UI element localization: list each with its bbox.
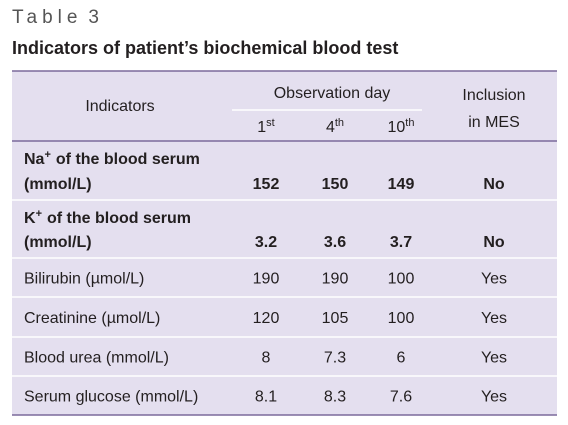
number: 3 <box>88 7 104 28</box>
cell-value: 7.6 <box>390 389 412 406</box>
row-label: Na+ of the blood serum <box>24 149 200 168</box>
cell-value: 6 <box>397 350 406 367</box>
label-main: Na <box>24 151 45 168</box>
cell-value: 3.7 <box>390 234 412 251</box>
day-header: 4th <box>326 117 344 136</box>
cell-inclusion: Yes <box>481 310 507 327</box>
day-header: 1st <box>257 117 274 136</box>
cell-value: 150 <box>322 176 349 193</box>
row-label: Serum glucose (mmol/L) <box>24 389 198 406</box>
cell-value: 152 <box>253 176 280 193</box>
col-header: Indicators <box>85 98 154 115</box>
cell-value: 190 <box>253 271 280 288</box>
label-rest: of the blood serum <box>56 151 200 168</box>
cell-value: 8 <box>262 350 271 367</box>
cell-inclusion: No <box>483 234 505 251</box>
cell-value: 7.3 <box>324 350 346 367</box>
row-label: K+ of the blood serum <box>24 208 191 227</box>
cell-value: 3.2 <box>255 234 277 251</box>
day-number: 10 <box>388 119 406 136</box>
label-rest: of the blood serum <box>47 210 191 227</box>
day-suffix: th <box>335 117 344 129</box>
cell-value: 149 <box>388 176 415 193</box>
row-label: Bilirubin (µmol/L) <box>24 271 144 288</box>
table-label: Table 3 <box>12 7 104 28</box>
cell-inclusion: Yes <box>481 350 507 367</box>
row-unit: (mmol/L) <box>24 234 92 251</box>
day-header: 10th <box>388 117 415 136</box>
day-headers: 1st 4th 10th <box>257 117 414 136</box>
row-unit: (mmol/L) <box>24 176 92 193</box>
day-suffix: th <box>405 117 414 129</box>
label: Table <box>12 7 82 28</box>
label-sup: + <box>36 208 42 220</box>
cell-value: 100 <box>388 271 415 288</box>
row-label: Creatinine (µmol/L) <box>24 310 160 327</box>
col-header: Observation day <box>274 85 391 102</box>
table-body: Na+ of the blood serum(mmol/L) 152 150 149 No… <box>12 149 557 406</box>
cell-value: 120 <box>253 310 280 327</box>
cell-inclusion: Yes <box>481 271 507 288</box>
row-label: Blood urea (mmol/L) <box>24 350 169 367</box>
label-main: K <box>24 210 36 227</box>
cell-value: 105 <box>322 310 349 327</box>
cell-value: 8.3 <box>324 389 346 406</box>
col-header: in MES <box>468 114 520 131</box>
table-bg <box>12 71 557 415</box>
label-sup: + <box>44 149 50 161</box>
col-header: Inclusion <box>462 87 525 104</box>
day-number: 4 <box>326 119 335 136</box>
cell-inclusion: No <box>483 176 505 193</box>
cell-inclusion: Yes <box>481 389 507 406</box>
table-title: Indicators of patient’s biochemical bloo… <box>12 38 398 58</box>
day-number: 1 <box>257 119 266 136</box>
cell-value: 8.1 <box>255 389 277 406</box>
cell-value: 3.6 <box>324 234 346 251</box>
cell-value: 100 <box>388 310 415 327</box>
cell-value: 190 <box>322 271 349 288</box>
day-suffix: st <box>266 117 275 129</box>
